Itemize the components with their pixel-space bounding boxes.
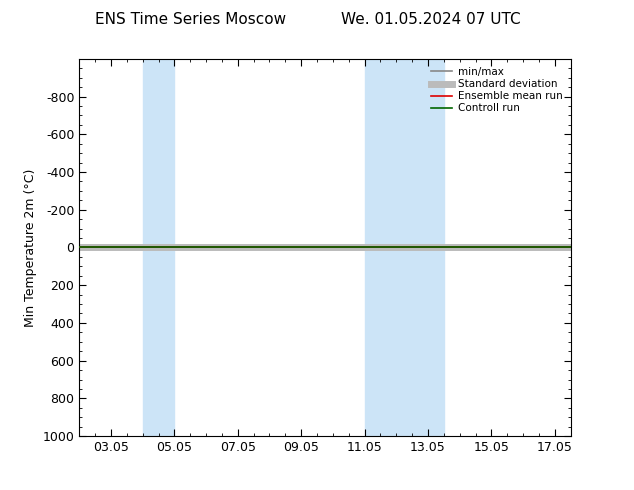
Legend: min/max, Standard deviation, Ensemble mean run, Controll run: min/max, Standard deviation, Ensemble me…: [429, 64, 566, 117]
Bar: [143, 59, 174, 436]
Bar: [396, 59, 444, 436]
Text: ENS Time Series Moscow: ENS Time Series Moscow: [94, 12, 286, 27]
Bar: [365, 59, 396, 436]
Y-axis label: Min Temperature 2m (°C): Min Temperature 2m (°C): [24, 168, 37, 327]
Text: We. 01.05.2024 07 UTC: We. 01.05.2024 07 UTC: [341, 12, 521, 27]
